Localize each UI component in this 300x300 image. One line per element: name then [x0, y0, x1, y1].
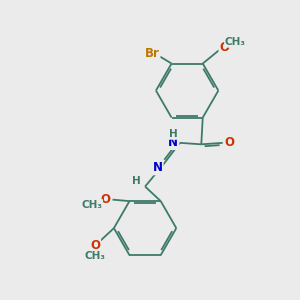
Text: O: O — [101, 193, 111, 206]
Text: CH₃: CH₃ — [225, 37, 246, 47]
Text: O: O — [224, 136, 234, 149]
Text: O: O — [220, 41, 230, 54]
Text: N: N — [168, 136, 178, 149]
Text: Br: Br — [145, 46, 159, 60]
Text: CH₃: CH₃ — [81, 200, 102, 210]
Text: N: N — [153, 161, 163, 174]
Text: H: H — [169, 129, 178, 139]
Text: CH₃: CH₃ — [85, 251, 106, 261]
Text: H: H — [132, 176, 141, 186]
Text: O: O — [90, 239, 100, 252]
